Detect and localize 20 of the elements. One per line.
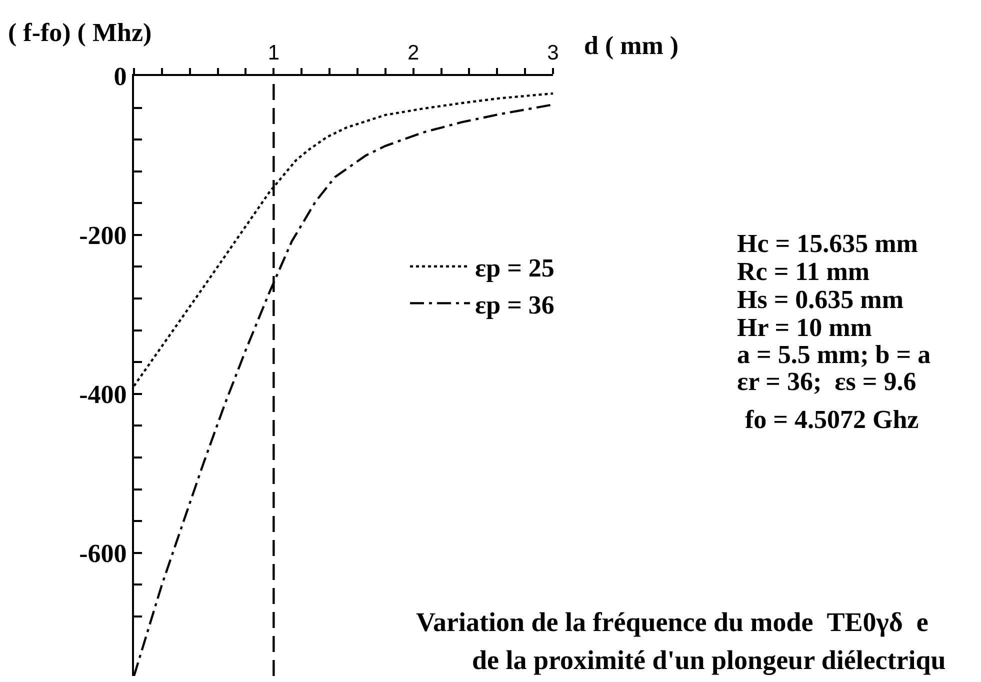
x-tick-label: 2 — [407, 42, 420, 65]
annotation: de la proximité d'un plongeur diélectriqu — [472, 645, 946, 675]
annotation: Variation de la fréquence du mode TE0γδ e — [416, 607, 928, 637]
x-tick-label: 3 — [547, 42, 559, 65]
legend-label: εp = 25 — [475, 254, 554, 283]
text: Hs = 0.635 mm — [737, 285, 904, 314]
text: Hc = 15.635 mm — [737, 229, 918, 258]
legend-label: εp = 36 — [475, 290, 554, 320]
y-tick-label: -200 — [79, 221, 127, 250]
text: a = 5.5 mm; b = a — [737, 340, 931, 369]
y-axis-title: ( f-fo) ( Mhz) — [8, 18, 152, 47]
text: εr = 36; εs = 9.6 — [737, 367, 916, 396]
y-tick-label: -600 — [79, 538, 127, 568]
text: Hr = 10 mm — [737, 313, 872, 342]
text: fo = 4.5072 Ghz — [745, 405, 919, 434]
y-tick-label: -400 — [79, 380, 127, 409]
y-tick-label: 0 — [114, 62, 127, 92]
text: Rc = 11 mm — [737, 257, 870, 286]
x-axis-title: d ( mm ) — [584, 31, 679, 60]
x-tick-label: 1 — [268, 42, 280, 65]
